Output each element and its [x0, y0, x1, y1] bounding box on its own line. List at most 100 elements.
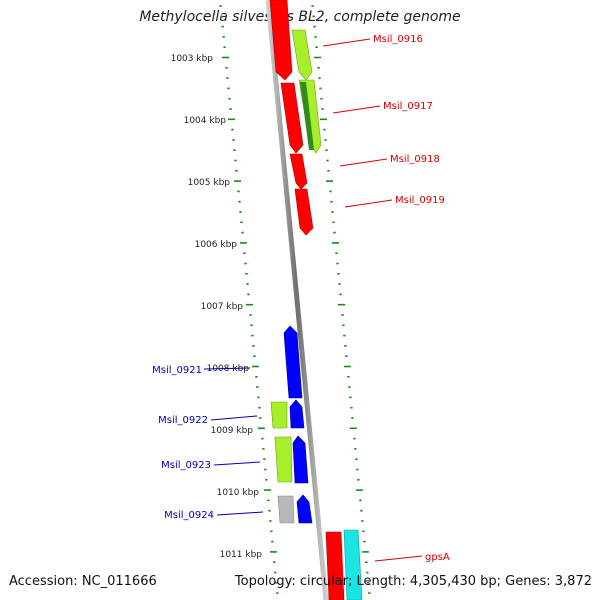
minor-tick	[247, 293, 250, 296]
gpsa-region	[325, 529, 363, 600]
major-tick	[263, 489, 271, 491]
minor-tick	[351, 417, 354, 419]
gene-msil-0922[interactable]	[289, 399, 305, 429]
minor-tick	[331, 211, 334, 213]
gene-msil-0923-cds[interactable]	[274, 436, 293, 483]
gene-label-msil-0916[interactable]: Msil_0916	[373, 34, 423, 45]
minor-tick	[350, 406, 353, 409]
minor-tick	[227, 87, 230, 90]
minor-tick	[342, 324, 345, 327]
major-tick	[240, 242, 247, 244]
major-tick	[343, 365, 351, 368]
gene-msil-0923[interactable]	[292, 435, 309, 484]
gene-label-msil-0922[interactable]: Msil_0922	[158, 415, 208, 426]
minor-tick	[315, 46, 318, 48]
major-tick	[269, 551, 277, 553]
tick-marks	[219, 5, 371, 594]
minor-tick	[324, 139, 327, 141]
minor-tick	[312, 15, 315, 18]
minor-tick	[263, 458, 266, 460]
minor-tick	[336, 262, 339, 265]
minor-tick	[275, 582, 278, 584]
minor-tick	[326, 159, 329, 162]
minor-tick	[271, 540, 274, 543]
gene-msil-0918[interactable]	[289, 153, 308, 190]
minor-tick	[337, 273, 340, 275]
minor-tick	[333, 231, 336, 234]
minor-tick	[360, 509, 363, 512]
gene-msil-0924-cds[interactable]	[277, 495, 295, 524]
minor-tick	[228, 97, 231, 100]
minor-tick	[314, 36, 317, 38]
leader-line	[374, 555, 423, 562]
gene-msil-0921[interactable]	[283, 325, 303, 399]
gene-label-msil-0923[interactable]: Msil_0923	[161, 460, 211, 471]
ruler-label-1010: 1010 kbp	[217, 488, 260, 498]
gene-label-msil-0919[interactable]: Msil_0919	[395, 195, 445, 206]
minor-tick	[361, 520, 364, 522]
gene-msil-0922-cds[interactable]	[270, 401, 288, 429]
leader-line	[213, 461, 261, 466]
genome-title: Methylocella silvestris BL2, complete ge…	[139, 9, 461, 25]
minor-tick	[267, 499, 270, 502]
minor-tick	[241, 231, 244, 234]
minor-tick	[264, 468, 267, 471]
major-tick	[338, 303, 345, 306]
minor-tick	[359, 499, 362, 502]
minor-tick	[343, 334, 346, 337]
minor-tick	[259, 417, 262, 419]
gene-msil-0924[interactable]	[296, 494, 313, 524]
minor-tick	[325, 149, 328, 151]
minor-tick	[229, 108, 232, 110]
gene-msil-0916[interactable]	[269, 0, 293, 81]
minor-tick	[345, 355, 348, 357]
gene-msil-0916-cds[interactable]	[291, 29, 313, 81]
minor-tick	[233, 149, 236, 151]
gene-gpsa[interactable]	[325, 531, 345, 600]
minor-tick	[256, 386, 259, 388]
gene-gpsa-cds[interactable]	[343, 529, 363, 600]
minor-tick	[223, 46, 226, 48]
minor-tick	[253, 355, 256, 357]
gene-msil-0919[interactable]	[294, 188, 314, 236]
minor-tick	[243, 252, 246, 254]
leader-line	[210, 415, 258, 421]
minor-tick	[339, 293, 342, 296]
minor-tick	[257, 396, 260, 399]
minor-tick	[317, 67, 320, 69]
gene-label-msil-0924[interactable]: Msil_0924	[164, 510, 214, 521]
minor-tick	[245, 273, 248, 275]
minor-tick	[220, 15, 223, 18]
ruler-label-1007: 1007 kbp	[201, 302, 244, 312]
minor-tick	[240, 221, 243, 224]
minor-tick	[356, 468, 359, 471]
minor-tick	[222, 36, 225, 38]
minor-tick	[338, 283, 341, 285]
ruler-label-1005: 1005 kbp	[188, 178, 231, 188]
minor-tick	[349, 396, 352, 399]
leader-line	[203, 367, 251, 370]
major-tick	[251, 365, 259, 368]
gene-label-msil-0918[interactable]: Msil_0918	[390, 154, 440, 165]
gene-label-msil-0921[interactable]: Msil_0921	[152, 365, 202, 376]
minor-tick	[250, 324, 253, 327]
minor-tick	[353, 437, 356, 440]
minor-tick	[269, 520, 272, 522]
major-tick	[355, 489, 363, 491]
gene-label-gpsa[interactable]: gpsA	[425, 552, 450, 563]
major-tick	[349, 427, 357, 430]
minor-tick	[313, 25, 316, 28]
ruler-label-1006: 1006 kbp	[195, 240, 238, 250]
minor-tick	[311, 5, 314, 7]
minor-tick	[251, 334, 254, 337]
chromosome-backbone	[265, 0, 329, 600]
ruler-label-1004: 1004 kbp	[184, 116, 227, 126]
gene-label-msil-0917[interactable]: Msil_0917	[383, 101, 433, 112]
gene-msil-0917[interactable]	[280, 82, 304, 154]
minor-tick	[344, 345, 347, 347]
minor-tick	[221, 25, 224, 28]
minor-tick	[362, 530, 365, 533]
minor-tick	[244, 262, 247, 265]
